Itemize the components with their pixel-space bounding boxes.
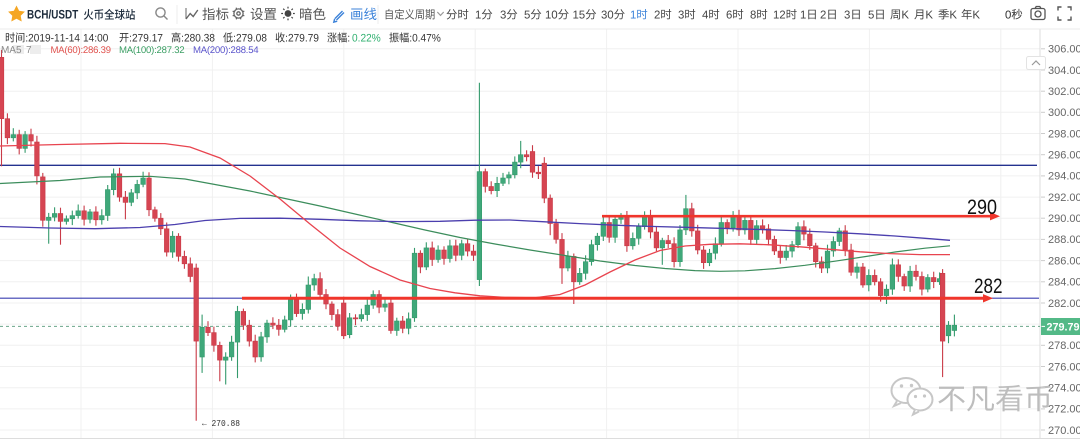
svg-text:298.00: 298.00 [1048, 128, 1080, 140]
svg-text:290.00: 290.00 [1048, 213, 1080, 225]
svg-text:302.00: 302.00 [1048, 86, 1080, 98]
svg-text:290: 290 [967, 196, 997, 219]
svg-text:296.00: 296.00 [1048, 150, 1080, 162]
svg-text:300.00: 300.00 [1048, 107, 1080, 119]
svg-text:284.00: 284.00 [1048, 277, 1080, 289]
svg-text:282: 282 [974, 275, 1003, 298]
svg-text:294.00: 294.00 [1048, 171, 1080, 183]
svg-text:286.00: 286.00 [1048, 255, 1080, 267]
svg-text:279.79: 279.79 [1047, 322, 1080, 334]
svg-text:276.00: 276.00 [1048, 361, 1080, 373]
svg-text:292.00: 292.00 [1048, 192, 1080, 204]
svg-text:← 270.88: ← 270.88 [202, 418, 240, 429]
svg-text:270.00: 270.00 [1048, 425, 1080, 437]
svg-text:282.00: 282.00 [1048, 298, 1080, 310]
svg-text:306.00: 306.00 [1048, 44, 1080, 56]
svg-text:274.00: 274.00 [1048, 383, 1080, 395]
svg-text:278.00: 278.00 [1048, 340, 1080, 352]
svg-text:304.00: 304.00 [1048, 65, 1080, 77]
svg-text:272.00: 272.00 [1048, 404, 1080, 416]
svg-text:288.00: 288.00 [1048, 234, 1080, 246]
